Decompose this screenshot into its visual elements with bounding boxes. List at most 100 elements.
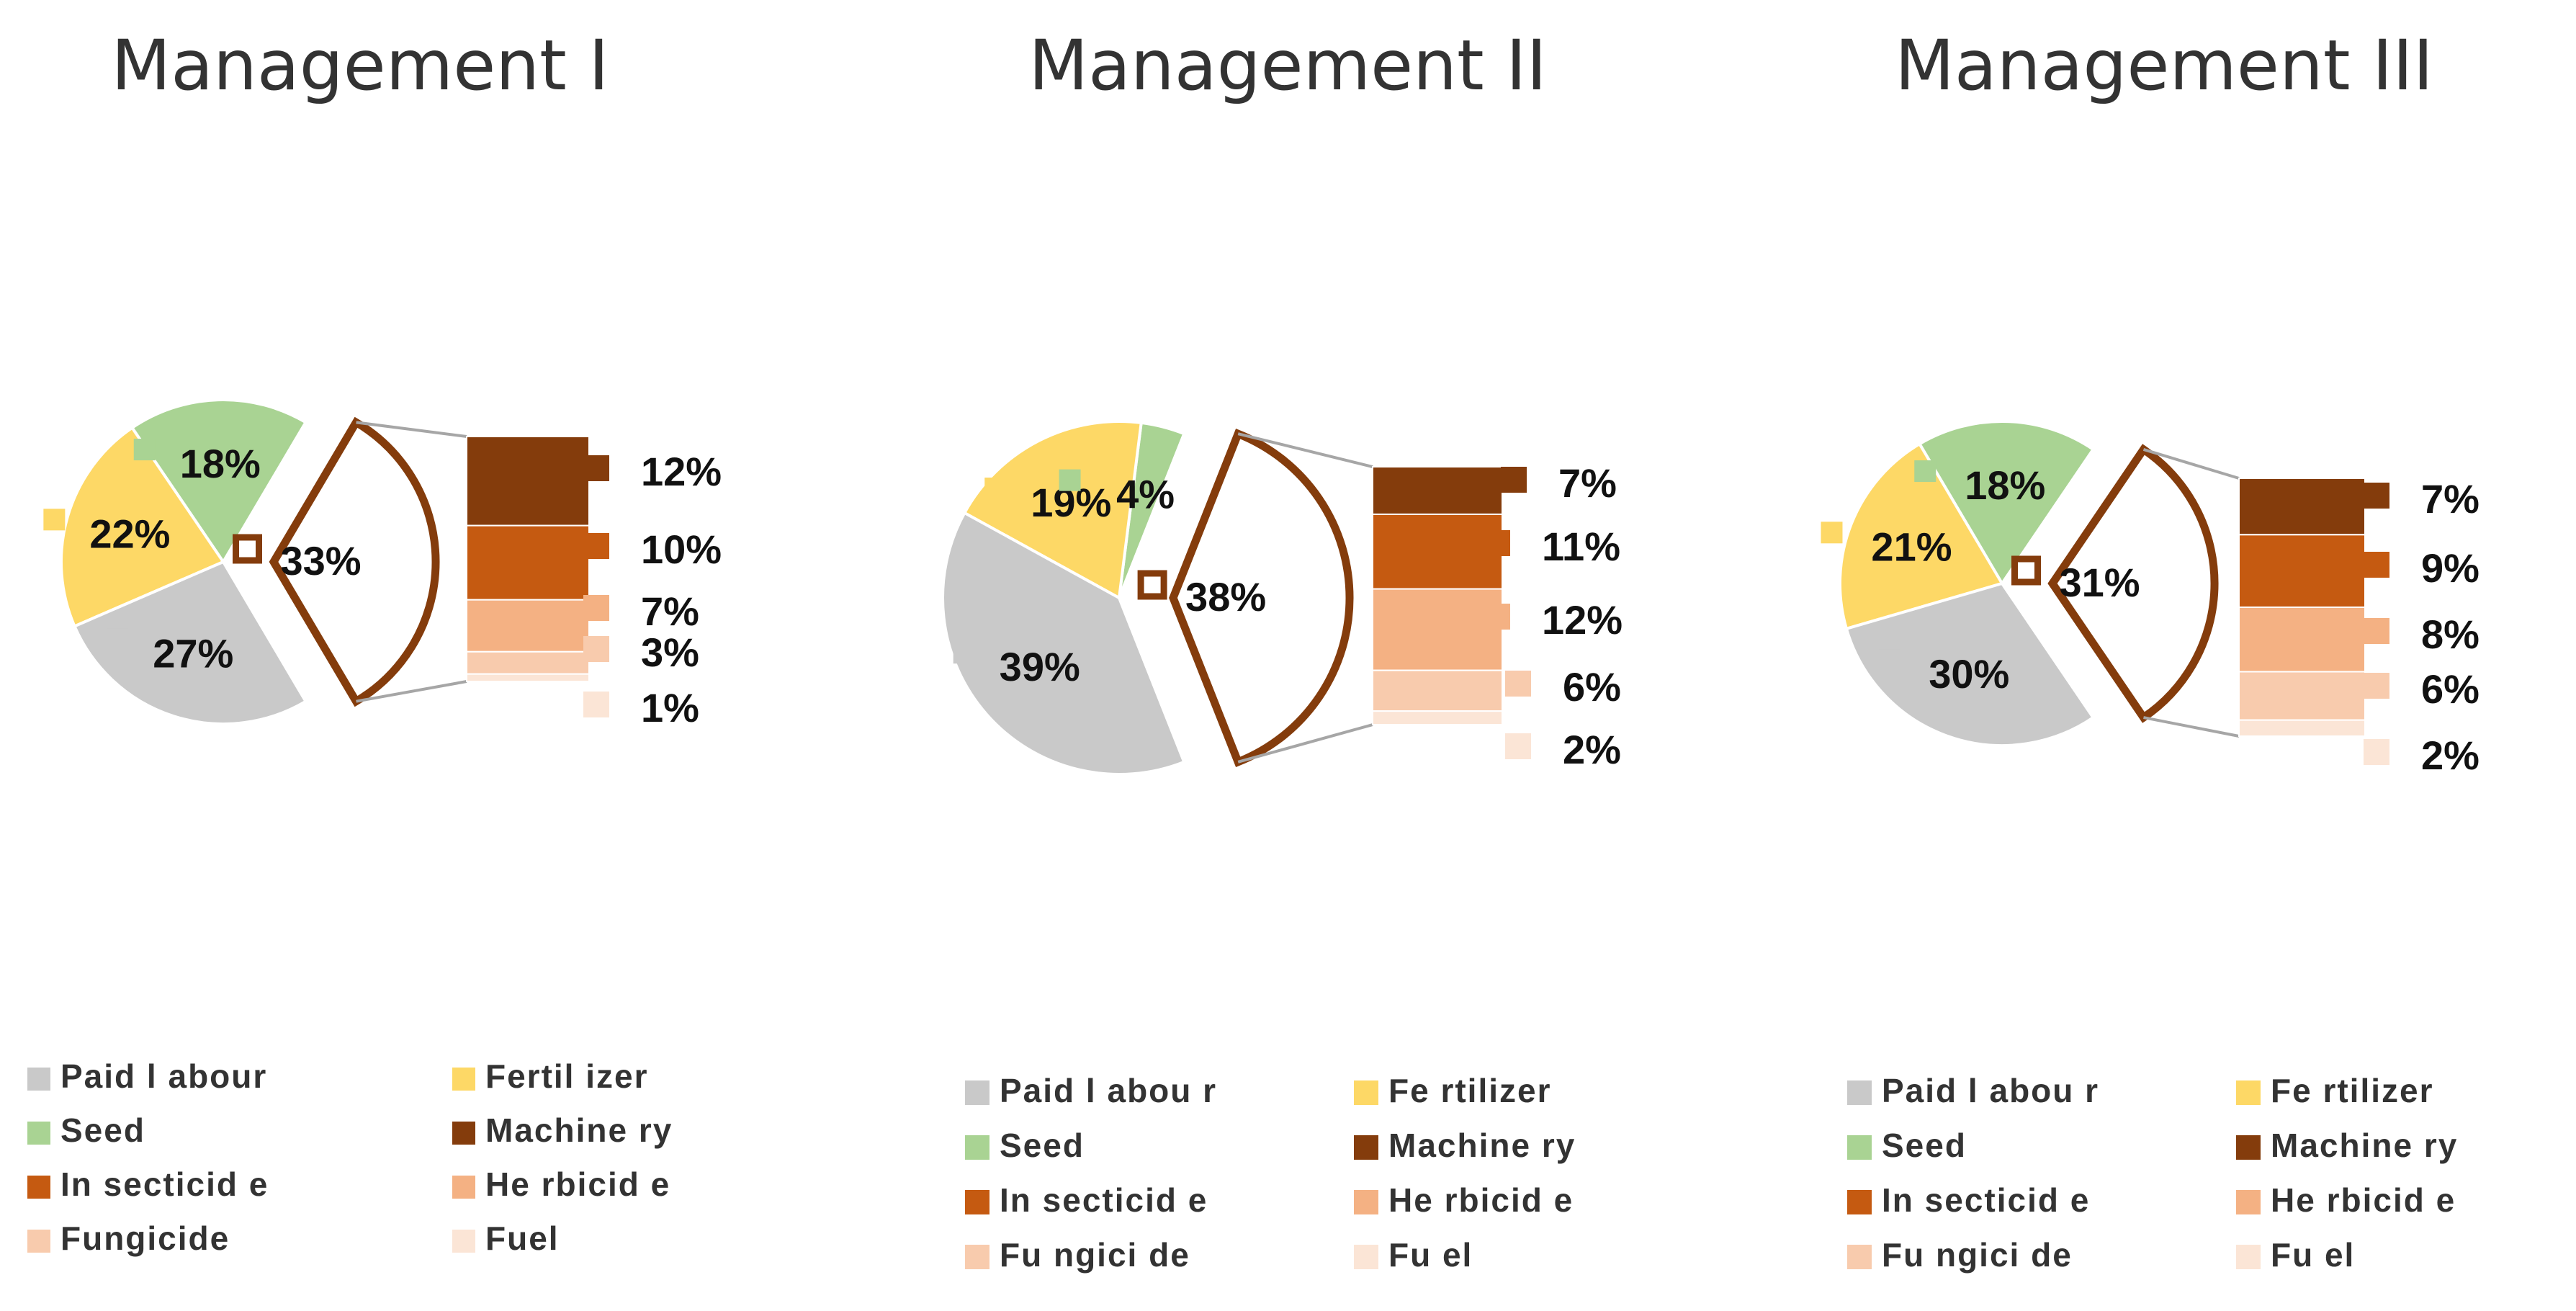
legend-label-fertilizer: Fertil izer <box>485 1057 649 1095</box>
bar-segment-insecticide <box>2238 534 2366 608</box>
legend: Paid l abour Fertil izer Seed Machine ry In … <box>27 1057 671 1257</box>
bar-label-herbicide: 12% <box>1542 597 1623 643</box>
legend-label-paid-labour: Paid l abour <box>60 1057 267 1095</box>
legend-label-machinery: Machine ry <box>2271 1127 2458 1164</box>
bar-segment-insecticide <box>1372 513 1503 590</box>
legend-swatch-insecticide <box>965 1190 989 1214</box>
pie-label-key-fertilizer <box>984 478 1007 500</box>
legend-swatch-fuel <box>1354 1245 1378 1269</box>
pie-label-fertilizer: 22% <box>89 511 170 556</box>
pie-label-other: 33% <box>280 538 361 583</box>
connector-line-top <box>356 421 467 438</box>
bar-label-machinery: 7% <box>2421 476 2479 522</box>
bar-label-key-insecticide <box>583 533 609 559</box>
legend: Paid l abou r Fe rtilizer Seed Machine ry In… <box>965 1072 1576 1274</box>
panel-management-iii: Management III 30% 21% 18% 31% 7% 9% 8% 6% 2% Pai… <box>1821 25 2479 1274</box>
pie-slice-other <box>1169 429 1354 767</box>
bar-label-herbicide: 8% <box>2421 612 2479 657</box>
legend-label-herbicide: He rbicid e <box>1388 1181 1574 1219</box>
legend-swatch-fungicide <box>965 1245 989 1269</box>
bar-segment-insecticide <box>466 524 590 601</box>
legend-swatch-fertilizer <box>2236 1080 2261 1105</box>
legend-label-fungicide: Fu ngici de <box>1000 1236 1190 1274</box>
legend-label-fungicide: Fu ngici de <box>1882 1236 2073 1274</box>
legend-label-fungicide: Fungicide <box>60 1220 230 1257</box>
connector-line-bottom <box>2143 716 2240 738</box>
pie-label-key-seed <box>133 439 156 461</box>
pie-label-seed: 4% <box>1116 472 1175 517</box>
bar-label-machinery: 12% <box>641 449 722 494</box>
bar-label-fungicide: 6% <box>1563 664 1621 710</box>
legend-label-seed: Seed <box>1000 1127 1085 1164</box>
bar-label-key-fungicide <box>583 636 609 662</box>
legend-label-paid-labour: Paid l abou r <box>1882 1072 2099 1109</box>
pie-label-key-other <box>1137 570 1167 600</box>
legend-swatch-fertilizer <box>1354 1080 1378 1105</box>
bar-segment-fungicide <box>2238 671 2366 721</box>
pie-slice-other <box>269 416 440 707</box>
legend-label-machinery: Machine ry <box>1388 1127 1576 1164</box>
legend-swatch-fuel <box>2236 1245 2261 1269</box>
bar-segment-herbicide <box>1372 588 1503 671</box>
legend-label-fuel: Fu el <box>2271 1236 2355 1274</box>
chart-title: Management I <box>111 25 609 106</box>
bar-segment-fungicide <box>466 650 590 675</box>
pie-label-key-seed <box>1914 460 1937 483</box>
legend-swatch-paid-labour <box>1847 1080 1872 1105</box>
connector-line-bottom <box>356 680 467 703</box>
bar-label-key-herbicide <box>583 595 609 621</box>
pie-slice-fertilizer <box>962 420 1143 601</box>
legend-label-herbicide: He rbicid e <box>485 1165 670 1203</box>
pie-label-key-fertilizer <box>43 509 66 531</box>
legend-swatch-machinery <box>452 1122 475 1145</box>
legend-label-fuel: Fuel <box>485 1220 560 1257</box>
legend-swatch-fungicide <box>27 1230 50 1253</box>
pie-slice-fertilizer <box>60 426 226 629</box>
pie-slice-paid-labour <box>72 560 308 726</box>
bar-label-machinery: 7% <box>1558 460 1617 506</box>
bar-label-fuel: 1% <box>641 685 699 730</box>
pie-slice-seed <box>130 398 308 565</box>
bar-segment-fuel <box>2238 719 2366 737</box>
bar-label-key-fungicide <box>2364 673 2389 699</box>
legend-label-fertilizer: Fe rtilizer <box>1388 1072 1552 1109</box>
bar-label-key-insecticide <box>2364 552 2389 578</box>
bar-label-insecticide: 11% <box>1542 524 1620 569</box>
bar-label-key-machinery <box>583 455 609 481</box>
legend-swatch-insecticide <box>27 1176 50 1199</box>
bar-segment-herbicide <box>2238 607 2366 673</box>
pie-label-key-other <box>233 534 262 564</box>
bar-label-key-herbicide <box>2364 618 2389 644</box>
bar-segment-fungicide <box>1372 669 1503 712</box>
bar-segment-herbicide <box>466 599 590 653</box>
legend-swatch-herbicide <box>2236 1190 2261 1214</box>
pie-slice-paid-labour <box>1844 581 2096 748</box>
legend-swatch-fungicide <box>1847 1245 1872 1269</box>
panel-management-i: Management I 27% 22%18% 33% 12% 10% 7%3% 1% Pai… <box>27 25 722 1257</box>
bar-segment-machinery <box>2238 478 2366 536</box>
legend-label-fuel: Fu el <box>1388 1236 1473 1274</box>
bar-label-key-machinery <box>1501 467 1527 493</box>
pie-label-seed: 18% <box>1965 462 2045 508</box>
pie-label-paid-labour: 39% <box>1000 644 1080 689</box>
bar-label-fungicide: 6% <box>2421 666 2479 712</box>
pie-label-key-paid-labour <box>953 642 975 664</box>
bar-segment-machinery <box>1372 466 1503 515</box>
pie-label-key-other <box>2011 555 2041 586</box>
legend-swatch-seed <box>27 1122 50 1145</box>
pie-label-key-paid-labour <box>107 628 129 650</box>
pie-slice-seed <box>1917 419 2096 586</box>
bar-label-key-machinery <box>2364 483 2389 509</box>
legend-label-seed: Seed <box>60 1111 145 1149</box>
bar-label-fuel: 2% <box>1563 727 1621 772</box>
bar-label-fuel: 2% <box>2421 733 2479 778</box>
legend-swatch-herbicide <box>1354 1190 1378 1214</box>
legend-swatch-machinery <box>1354 1135 1378 1160</box>
legend-label-fertilizer: Fe rtilizer <box>2271 1072 2434 1109</box>
connector-line-top <box>2142 447 2240 480</box>
pie-label-paid-labour: 27% <box>153 630 233 676</box>
legend-label-herbicide: He rbicid e <box>2271 1181 2456 1219</box>
bar-segment-fuel <box>466 673 590 682</box>
bar-label-key-fuel <box>2364 739 2389 765</box>
